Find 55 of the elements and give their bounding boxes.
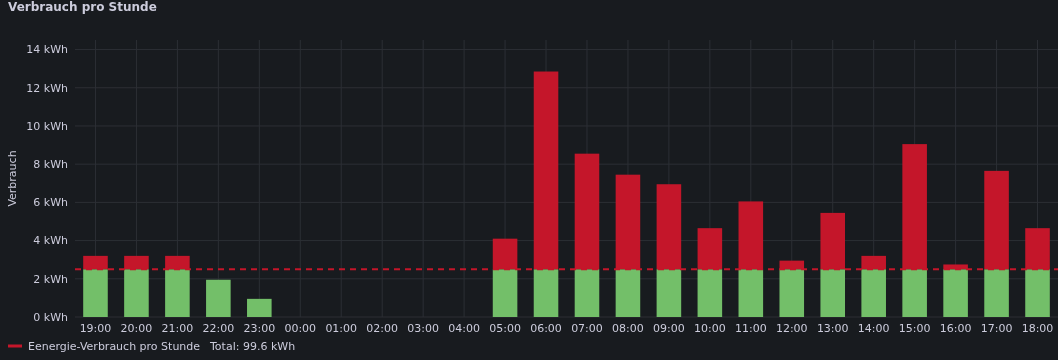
x-tick-label: 22:00 [202,322,235,335]
x-tick-label: 10:00 [694,322,726,335]
x-tick-label: 17:00 [980,322,1013,335]
y-tick-label: 6 kWh [33,196,69,210]
bar [83,269,108,317]
y-tick-label: 12 kWh [26,81,69,95]
bar [656,269,682,317]
x-tick-label: 12:00 [775,322,808,335]
y-tick-label: 4 kWh [33,234,69,248]
x-tick-label: 14:00 [857,322,890,335]
x-tick-label: 15:00 [898,322,931,335]
y-tick-label: 0 kWh [33,310,69,324]
text: Total: 99.6 kWh [209,339,296,353]
bar [615,269,641,317]
y-tick-label: 10 kWh [26,119,69,133]
bar [984,269,1009,317]
chart-title: Verbrauch pro Stunde [8,0,157,14]
x-tick-label: 05:00 [489,322,521,335]
x-tick-label: 18:00 [1021,322,1054,335]
x-tick-label: 00:00 [284,322,317,335]
x-tick-label: 03:00 [407,322,439,335]
x-tick-label: 09:00 [653,322,685,335]
x-tick-label: 13:00 [816,322,849,335]
x-tick-label: 08:00 [612,322,644,335]
y-axis-title: Verbrauch [6,150,19,207]
bar [492,269,518,317]
legend-label: Eenergie-Verbrauch pro Stunde [28,339,201,353]
x-tick-label: 02:00 [366,322,399,335]
y-tick-label: 8 kWh [33,158,69,172]
x-tick-label: 04:00 [448,322,480,335]
bar [779,269,805,317]
bar [738,269,764,317]
x-tick-label: 20:00 [120,322,153,335]
x-tick-label: 21:00 [161,322,194,335]
bar [165,269,190,317]
x-tick-label: 07:00 [571,322,603,335]
x-tick-label: 06:00 [530,322,562,335]
x-tick-label: 19:00 [79,322,112,335]
bar [247,298,272,317]
bar [943,269,968,317]
bar [697,269,723,317]
y-tick-label: 14 kWh [26,43,69,57]
bar [206,279,231,317]
x-tick-label: 23:00 [243,322,276,335]
x-tick-label: 01:00 [325,322,358,335]
x-tick-label: 16:00 [939,322,972,335]
bar [1025,269,1050,317]
bar [861,269,886,317]
y-tick-label: 2 kWh [33,272,69,286]
bar [533,269,559,317]
x-tick-label: 11:00 [734,322,767,335]
bar [124,269,149,317]
bar [574,269,600,317]
bar [820,269,846,317]
bar [902,269,927,317]
